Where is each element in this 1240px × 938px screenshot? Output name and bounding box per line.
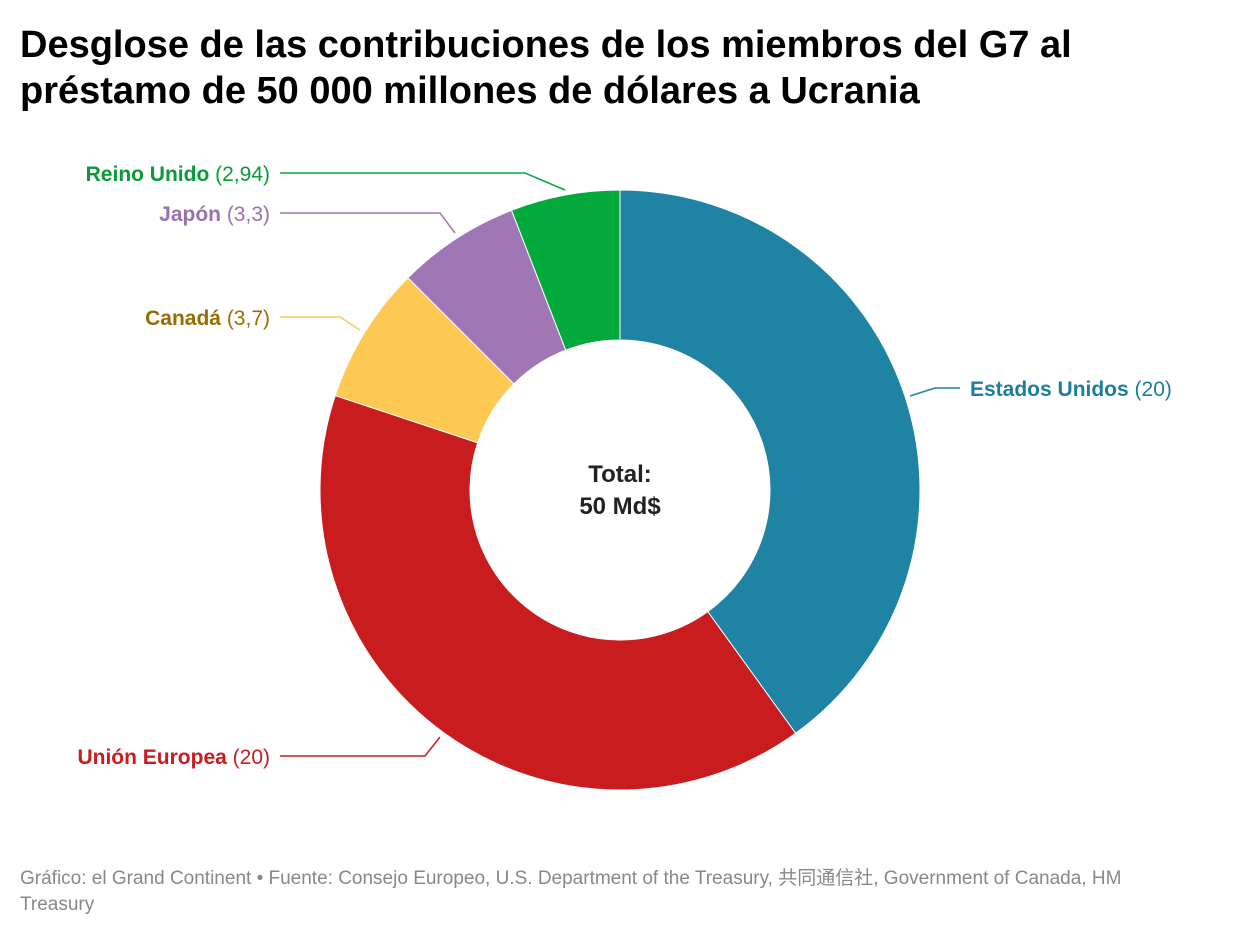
slice-estados-unidos[interactable] [619,189,921,734]
leader-line-estados-unidos [909,387,960,397]
chart-title: Desglose de las contribuciones de los mi… [20,24,1072,112]
label-name: Canadá [145,307,221,330]
label-union-europea: Unión Europea (20) [77,746,270,769]
label-estados-unidos: Estados Unidos (20) [970,378,1172,401]
label-value: (20) [227,746,270,769]
source-footer: Gráfico: el Grand Continent • Fuente: Co… [20,868,1122,915]
label-name: Japón [159,203,221,226]
label-value: (3,3) [221,203,270,226]
leader-line-japon [280,212,456,234]
label-name: Reino Unido [86,163,210,186]
label-value: (2,94) [209,163,270,186]
leader-line-canada [280,316,361,331]
leader-line-reino-unido [280,172,566,191]
label-name: Estados Unidos [970,378,1129,401]
label-reino-unido: Reino Unido (2,94) [86,163,270,186]
center-label-line: 50 Md$ [579,493,661,520]
center-label-line: Total: [588,461,652,488]
label-canada: Canadá (3,7) [145,307,270,330]
slice-reino-unido[interactable] [510,189,621,351]
leader-line-union-europea [280,736,441,757]
label-name: Unión Europea [77,746,227,769]
label-value: (20) [1129,378,1172,401]
label-value: (3,7) [221,307,270,330]
label-japon: Japón (3,3) [159,203,270,226]
slice-union-europea[interactable] [319,394,797,791]
